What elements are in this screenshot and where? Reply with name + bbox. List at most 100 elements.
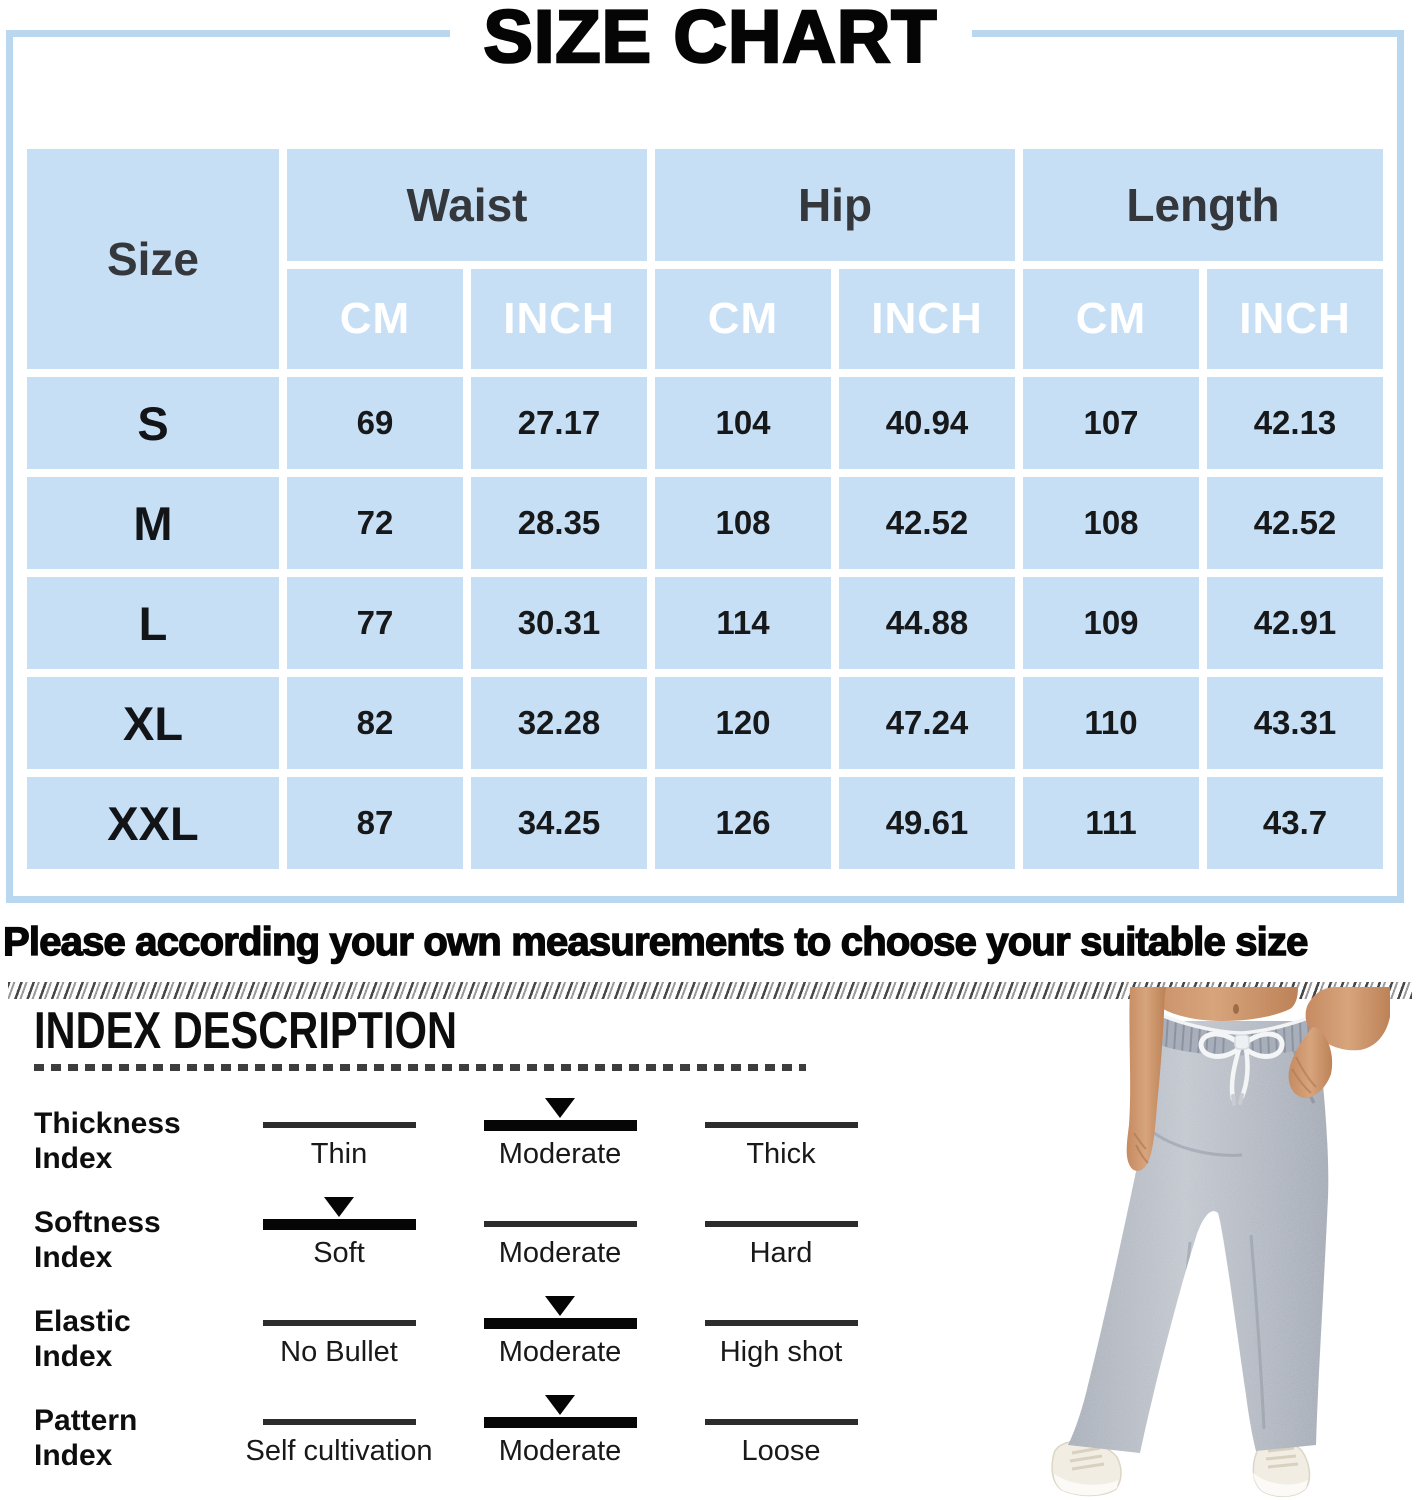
option-label: Moderate [498, 1336, 622, 1368]
option-label: Loose [741, 1435, 821, 1467]
table-row-xl: XL 82 32.28 120 47.24 110 43.31 [27, 677, 1383, 769]
index-bar [262, 1320, 416, 1326]
header-hip: Hip [655, 149, 1015, 261]
header-size: Size [27, 149, 279, 369]
cell-s-waist-cm: 69 [287, 377, 463, 469]
cell-s-length-cm: 107 [1023, 377, 1199, 469]
index-bar [704, 1419, 858, 1425]
index-description-grid: Thickness Index Thin Moderate Thick Soft… [34, 1096, 900, 1492]
index-row-label: Elastic Index [34, 1294, 230, 1374]
subheader-waist-inch: INCH [471, 269, 647, 369]
option-label: Hard [749, 1237, 813, 1269]
index-bar [704, 1122, 858, 1128]
option-label: Moderate [498, 1138, 622, 1170]
index-bar [704, 1320, 858, 1326]
cell-s-hip-inch: 40.94 [839, 377, 1015, 469]
thickness-option-thick: Thick [672, 1096, 890, 1171]
cell-xl-waist-inch: 32.28 [471, 677, 647, 769]
page-title: SIZE CHART [449, 0, 972, 77]
subheader-hip-cm: CM [655, 269, 831, 369]
row-l-size: L [27, 577, 279, 669]
cell-m-hip-cm: 108 [655, 477, 831, 569]
index-row-softness: Softness Index Soft Moderate Hard [34, 1195, 900, 1294]
thickness-option-moderate: Moderate [448, 1096, 672, 1171]
elastic-option-moderate: Moderate [448, 1294, 672, 1369]
model-photo [1051, 987, 1390, 1497]
drawstring-bow [1198, 1031, 1285, 1106]
cell-l-length-cm: 109 [1023, 577, 1199, 669]
cell-s-waist-inch: 27.17 [471, 377, 647, 469]
model-shoe-right [1252, 1438, 1311, 1497]
index-row-pattern: Pattern Index Self cultivation Moderate … [34, 1393, 900, 1492]
model-arm-right [1288, 987, 1390, 1099]
index-label-line1: Elastic [34, 1305, 131, 1338]
model-arm-left [1126, 987, 1165, 1171]
index-label-line1: Softness [34, 1206, 161, 1239]
index-label-line2: Index [34, 1141, 113, 1175]
size-table: Size Waist Hip Length CM INCH CM INCH CM… [19, 141, 1391, 877]
table-row-l: L 77 30.31 114 44.88 109 42.91 [27, 577, 1383, 669]
option-label: Moderate [498, 1435, 622, 1467]
header-length: Length [1023, 149, 1383, 261]
model-sweatpants [1068, 1021, 1329, 1453]
cell-xxl-hip-inch: 49.61 [839, 777, 1015, 869]
index-row-thickness: Thickness Index Thin Moderate Thick [34, 1096, 900, 1195]
index-bar [262, 1219, 416, 1230]
cell-m-length-cm: 108 [1023, 477, 1199, 569]
table-row-m: M 72 28.35 108 42.52 108 42.52 [27, 477, 1383, 569]
option-label: Thick [746, 1138, 816, 1170]
index-label-line1: Pattern [34, 1404, 138, 1437]
option-label: High shot [719, 1336, 843, 1368]
index-bar [262, 1122, 416, 1128]
cell-xl-waist-cm: 82 [287, 677, 463, 769]
index-label-line2: Index [34, 1339, 113, 1373]
index-bar [483, 1417, 637, 1428]
header-waist: Waist [287, 149, 647, 261]
hatch-divider [8, 982, 1412, 999]
cell-xl-hip-cm: 120 [655, 677, 831, 769]
cell-xl-length-cm: 110 [1023, 677, 1199, 769]
option-label: Thin [310, 1138, 368, 1170]
row-m-size: M [27, 477, 279, 569]
cell-xl-hip-inch: 47.24 [839, 677, 1015, 769]
option-label: Moderate [498, 1237, 622, 1269]
pattern-option-loose: Loose [672, 1393, 890, 1468]
cell-l-waist-inch: 30.31 [471, 577, 647, 669]
table-row-s: S 69 27.17 104 40.94 107 42.13 [27, 377, 1383, 469]
table-row-xxl: XXL 87 34.25 126 49.61 111 43.7 [27, 777, 1383, 869]
cell-l-hip-inch: 44.88 [839, 577, 1015, 669]
cell-m-waist-cm: 72 [287, 477, 463, 569]
cell-xxl-waist-cm: 87 [287, 777, 463, 869]
cell-m-length-inch: 42.52 [1207, 477, 1383, 569]
index-row-elastic: Elastic Index No Bullet Moderate High sh… [34, 1294, 900, 1393]
cell-xxl-hip-cm: 126 [655, 777, 831, 869]
index-bar [483, 1120, 637, 1131]
index-row-label: Pattern Index [34, 1393, 230, 1473]
table-subheader-row: CM INCH CM INCH CM INCH [27, 269, 1383, 369]
cell-l-length-inch: 42.91 [1207, 577, 1383, 669]
row-xl-size: XL [27, 677, 279, 769]
option-label: No Bullet [280, 1336, 398, 1368]
elastic-option-high-shot: High shot [672, 1294, 890, 1369]
index-row-label: Softness Index [34, 1195, 230, 1275]
model-torso [1130, 987, 1298, 1067]
table-group-header-row: Size Waist Hip Length [27, 149, 1383, 369]
subheader-hip-inch: INCH [839, 269, 1015, 369]
index-bar [262, 1419, 416, 1425]
index-bar [483, 1318, 637, 1329]
index-description-heading: INDEX DESCRIPTION [34, 1002, 457, 1060]
index-label-line2: Index [34, 1438, 113, 1472]
cell-m-hip-inch: 42.52 [839, 477, 1015, 569]
pattern-option-self-cultivation: Self cultivation [230, 1393, 448, 1468]
dashed-underline [34, 1064, 806, 1071]
subheader-length-inch: INCH [1207, 269, 1383, 369]
subheader-length-cm: CM [1023, 269, 1199, 369]
note-text: Please according your own measurements t… [2, 919, 1309, 964]
size-chart-box: Size Waist Hip Length CM INCH CM INCH CM… [6, 30, 1404, 903]
index-row-label: Thickness Index [34, 1096, 230, 1176]
index-label-line1: Thickness [34, 1107, 181, 1140]
model-shoe-left [1051, 1440, 1122, 1497]
option-label: Soft [313, 1237, 365, 1269]
option-label: Self cultivation [245, 1435, 433, 1467]
